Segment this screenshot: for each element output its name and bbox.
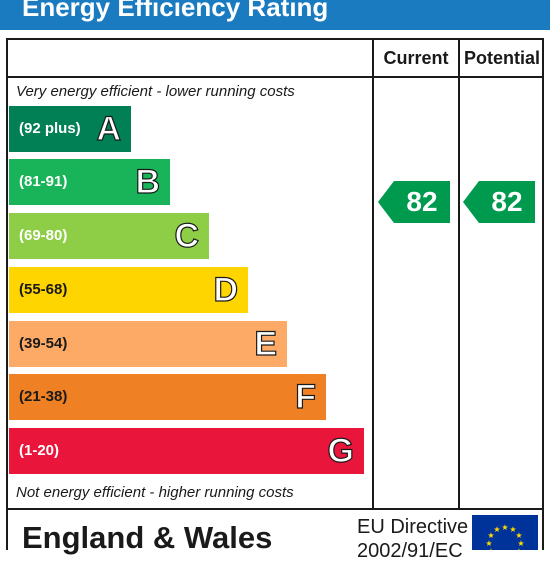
- band-f: (21-38) F: [9, 374, 326, 420]
- potential-rating-value: 82: [491, 186, 523, 217]
- footer-directive: EU Directive 2002/91/EC: [357, 515, 468, 563]
- current-column-divider: [372, 38, 374, 509]
- potential-column-header: Potential: [463, 48, 540, 68]
- svg-text:★: ★: [517, 539, 524, 548]
- svg-text:★: ★: [487, 531, 494, 540]
- band-e: (39-54) E: [9, 321, 287, 367]
- svg-text:★: ★: [487, 547, 494, 550]
- band-e-range: (39-54): [19, 335, 68, 352]
- band-b-range: (81-91): [19, 173, 68, 190]
- svg-text:★: ★: [509, 525, 516, 534]
- band-d: (55-68) D: [9, 267, 248, 313]
- page-title: Energy Efficiency Rating: [22, 0, 329, 22]
- eu-flag-icon: ★ ★ ★ ★ ★ ★ ★ ★ ★ ★ ★ ★: [472, 515, 538, 550]
- potential-column-divider: [458, 38, 460, 509]
- header-divider: [6, 76, 544, 78]
- svg-text:★: ★: [493, 525, 500, 534]
- current-rating-arrow: 82: [378, 181, 450, 223]
- svg-text:★: ★: [515, 531, 522, 540]
- svg-text:★: ★: [485, 539, 492, 548]
- band-a: (92 plus) A: [9, 106, 131, 152]
- band-g-letter: G: [327, 431, 355, 470]
- band-b-letter: B: [135, 162, 161, 201]
- caption-not-efficient: Not energy efficient - higher running co…: [16, 484, 294, 501]
- band-d-letter: D: [213, 270, 239, 309]
- band-c: (69-80) C: [9, 213, 209, 259]
- svg-text:★: ★: [501, 523, 508, 532]
- directive-line-1: EU Directive: [357, 516, 469, 538]
- band-d-range: (55-68): [19, 281, 68, 298]
- footer-country: England & Wales: [22, 520, 273, 555]
- svg-text:★: ★: [515, 547, 522, 550]
- band-b: (81-91) B: [9, 159, 170, 205]
- directive-line-2: 2002/91/EC: [357, 540, 463, 562]
- band-g: (1-20) G: [9, 428, 364, 474]
- rating-table: [6, 38, 544, 550]
- caption-very-efficient: Very energy efficient - lower running co…: [16, 83, 295, 100]
- current-column-header: Current: [383, 48, 449, 68]
- eu-stars-icon: ★ ★ ★ ★ ★ ★ ★ ★ ★ ★ ★ ★: [485, 523, 524, 550]
- header-bar: Energy Efficiency Rating: [0, 0, 550, 30]
- band-c-letter: C: [174, 216, 200, 255]
- potential-rating-arrow: 82: [463, 181, 535, 223]
- footer-divider: [6, 508, 544, 510]
- band-a-range: (92 plus): [19, 120, 81, 137]
- band-a-letter: A: [96, 109, 122, 148]
- band-e-letter: E: [254, 324, 278, 363]
- band-f-range: (21-38): [19, 388, 68, 405]
- band-g-range: (1-20): [19, 442, 60, 459]
- band-c-range: (69-80): [19, 227, 68, 244]
- current-rating-value: 82: [406, 186, 438, 217]
- band-f-letter: F: [295, 377, 317, 416]
